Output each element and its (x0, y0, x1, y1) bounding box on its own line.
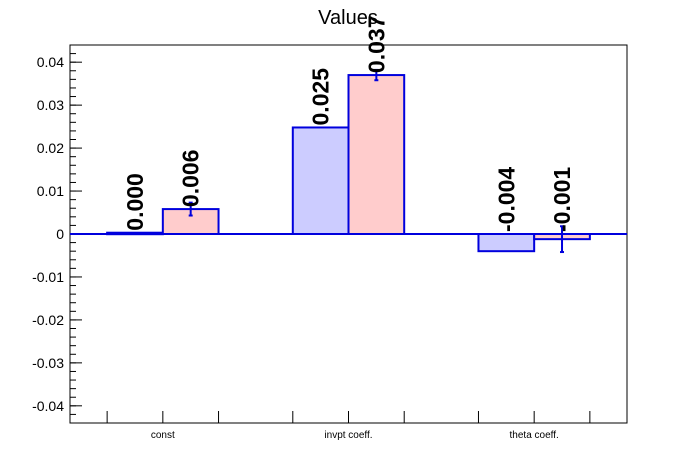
y-tick-label: -0.02 (32, 312, 64, 328)
bar-series1-1 (291, 126, 350, 235)
y-tick-label: 0.02 (37, 140, 64, 156)
y-tick-label: 0.01 (37, 183, 64, 199)
bar-series1-2 (477, 233, 536, 253)
x-category-label: theta coeff. (510, 430, 559, 441)
y-tick-label: 0.04 (37, 54, 64, 70)
x-category-label: invpt coeff. (324, 430, 372, 441)
y-tick-label: -0.04 (32, 398, 64, 414)
y-tick-label: 0 (56, 226, 64, 242)
x-category-label: const (151, 430, 175, 441)
chart-title: Values (318, 7, 378, 29)
data-label: 0.000 (122, 173, 148, 231)
bar-series2-1 (347, 74, 406, 236)
y-tick-label: 0.03 (37, 97, 64, 113)
data-label: 0.025 (308, 68, 334, 126)
data-label: 0.037 (363, 16, 389, 74)
data-label: 0.006 (178, 150, 204, 208)
y-tick-label: -0.03 (32, 355, 64, 371)
data-label: -0.001 (549, 167, 575, 232)
y-tick-label: -0.01 (32, 269, 64, 285)
data-label: -0.004 (493, 167, 519, 232)
